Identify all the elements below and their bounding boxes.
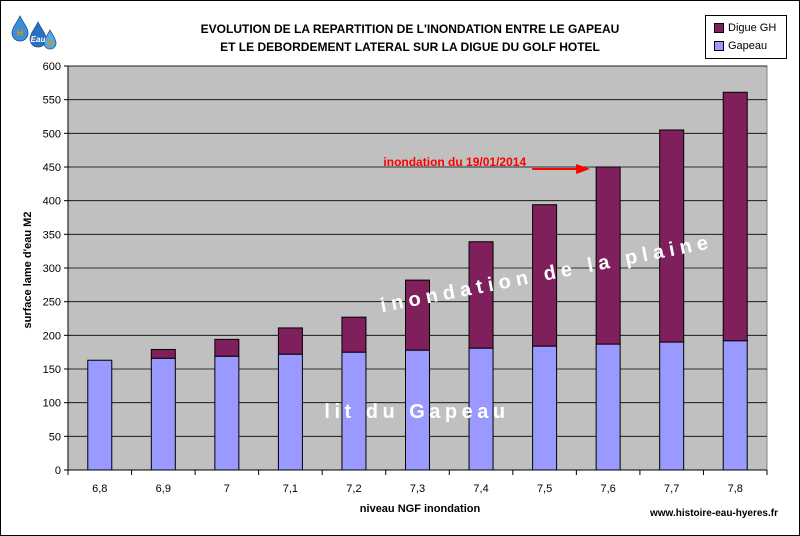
x-tick-label: 7,6 bbox=[600, 483, 615, 495]
y-tick-label: 400 bbox=[43, 196, 61, 208]
overlay-lower-text: lit du Gapeau bbox=[324, 401, 509, 423]
x-tick-label: 7,2 bbox=[346, 483, 361, 495]
bar-digue-gh bbox=[468, 241, 494, 349]
legend-item-gapeau: Gapeau bbox=[714, 39, 767, 53]
chart-title-line2: ET LE DEBORDEMENT LATERAL SUR LA DIGUE D… bbox=[220, 40, 600, 54]
y-tick-label: 150 bbox=[43, 364, 61, 376]
bar-digue-gh bbox=[659, 129, 685, 343]
x-tick-label: 7,7 bbox=[664, 483, 679, 495]
x-tick-label: 7,4 bbox=[473, 483, 488, 495]
x-tick-label: 7,1 bbox=[283, 483, 298, 495]
chart-title-line1: EVOLUTION DE LA REPARTITION DE L'INONDAT… bbox=[200, 22, 620, 36]
y-axis-label: surface lame d'eau M2 bbox=[22, 211, 34, 329]
bar-digue-gh bbox=[722, 91, 748, 342]
bar-digue-gh bbox=[150, 348, 176, 359]
bar-gapeau bbox=[405, 349, 430, 471]
bar-gapeau bbox=[722, 340, 748, 471]
x-tick-label: 7 bbox=[224, 483, 230, 495]
legend-swatch-gapeau bbox=[714, 41, 724, 52]
y-tick-label: 550 bbox=[43, 95, 61, 107]
bar-gapeau bbox=[150, 357, 176, 471]
bar-digue-gh bbox=[341, 316, 367, 353]
y-tick-label: 0 bbox=[55, 465, 61, 477]
legend-label-digue-gh: Digue GH bbox=[728, 22, 777, 34]
legend-label-gapeau: Gapeau bbox=[728, 40, 768, 52]
y-tick-label: 100 bbox=[43, 398, 61, 410]
legend-swatch-digue-gh bbox=[714, 23, 724, 34]
annotation-arrow-label: inondation du 19/01/2014 bbox=[383, 155, 526, 169]
y-tick-label: 350 bbox=[43, 229, 61, 241]
y-tick-label: 250 bbox=[43, 297, 61, 309]
y-tick-label: 50 bbox=[49, 431, 61, 443]
x-tick-label: 7,5 bbox=[537, 483, 552, 495]
bar-digue-gh bbox=[214, 338, 240, 357]
y-tick-label: 500 bbox=[43, 128, 61, 140]
bar-gapeau bbox=[87, 359, 113, 471]
legend: Digue GH Gapeau bbox=[705, 15, 787, 59]
bar-gapeau bbox=[659, 341, 685, 471]
logo-text-bottom: H bbox=[47, 39, 53, 48]
bar-digue-gh bbox=[277, 327, 303, 355]
x-tick-label: 7,3 bbox=[410, 483, 425, 495]
bar-digue-gh bbox=[532, 204, 558, 347]
bar-gapeau bbox=[595, 343, 621, 471]
y-tick-label: 450 bbox=[43, 162, 61, 174]
bar-gapeau bbox=[532, 345, 558, 471]
website-url: www.histoire-eau-hyeres.fr bbox=[650, 508, 778, 519]
logo-text-top: H bbox=[17, 28, 24, 38]
y-tick-label: 600 bbox=[43, 61, 61, 73]
bar-digue-gh bbox=[595, 166, 621, 345]
x-tick-label: 7,8 bbox=[728, 483, 743, 495]
bar-digue-gh bbox=[405, 279, 430, 351]
x-axis-label: niveau NGF inondation bbox=[359, 503, 481, 515]
x-tick-label: 6,9 bbox=[156, 483, 171, 495]
bar-gapeau bbox=[214, 355, 240, 471]
legend-item-digue-gh: Digue GH bbox=[714, 21, 776, 35]
logo-icon: H Eau H bbox=[11, 15, 57, 50]
logo-text-mid: Eau bbox=[31, 35, 46, 44]
y-tick-label: 300 bbox=[43, 263, 61, 275]
x-tick-label: 6,8 bbox=[92, 483, 107, 495]
annotation-arrow-head bbox=[576, 164, 591, 174]
y-tick-label: 200 bbox=[43, 330, 61, 342]
bar-gapeau bbox=[468, 347, 494, 471]
bar-gapeau bbox=[341, 351, 367, 471]
bar-gapeau bbox=[277, 353, 303, 471]
